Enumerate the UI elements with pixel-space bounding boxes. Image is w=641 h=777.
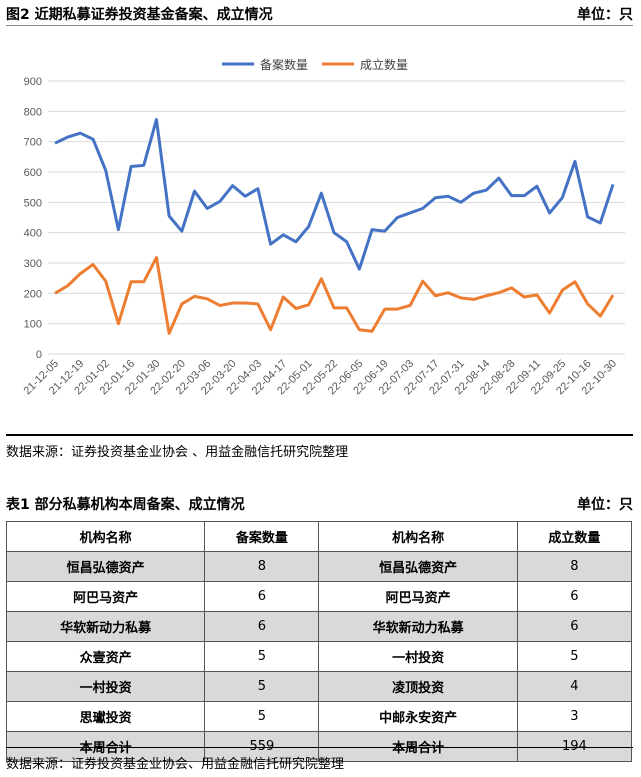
institution-name: 思瓛投资: [5, 701, 206, 732]
divider: [6, 25, 633, 26]
institution-name: 本周合计: [318, 731, 518, 762]
line-chart: 010020030040050060070080090021-12-0521-1…: [21, 57, 625, 397]
institution-name: 华软新动力私募: [318, 611, 518, 642]
col-header: 机构名称: [5, 521, 206, 552]
table-title: 表1 部分私募机构本周备案、成立情况: [6, 497, 245, 513]
legend-label: 成立数量: [360, 57, 408, 72]
y-tick-label: 0: [36, 349, 42, 361]
count-value: 559: [204, 731, 320, 762]
figure-header: 图2 近期私募证券投资基金备案、成立情况 单位：只: [6, 4, 633, 24]
series-line-1: [54, 256, 615, 335]
institution-name: 中邮永安资产: [318, 701, 518, 732]
divider: [6, 747, 633, 748]
y-tick-label: 900: [24, 76, 42, 88]
institution-name: 凌顶投资: [318, 671, 518, 702]
count-value: 5: [204, 701, 320, 732]
institution-name: 阿巴马资产: [5, 581, 206, 612]
col-header: 备案数量: [204, 521, 320, 552]
institution-name: 一村投资: [318, 641, 518, 672]
figure-title: 图2 近期私募证券投资基金备案、成立情况: [6, 7, 273, 23]
y-tick-label: 200: [24, 288, 42, 300]
legend-label: 备案数量: [260, 57, 308, 72]
table-source: 数据来源：证券投资基金业协会、用益金融信托研究院整理: [6, 757, 345, 772]
count-value: 5: [516, 641, 633, 672]
divider: [6, 434, 633, 436]
count-value: 6: [516, 581, 633, 612]
count-value: 5: [204, 671, 320, 702]
table-header: 表1 部分私募机构本周备案、成立情况 单位：只: [6, 494, 633, 514]
table-row: 阿巴马资产 6 阿巴马资产 6: [5, 581, 633, 612]
count-value: 3: [516, 701, 633, 732]
figure-source: 数据来源：证券投资基金业协会 、用益金融信托研究院整理: [6, 445, 349, 460]
institution-table: 机构名称 备案数量 机构名称 成立数量 恒昌弘德资产 8 恒昌弘德资产 8 阿巴马资产 6…: [5, 521, 633, 762]
y-tick-label: 600: [24, 167, 42, 179]
table-row: 本周合计 559 本周合计 194: [5, 731, 633, 762]
count-value: 194: [516, 731, 633, 762]
count-value: 8: [204, 551, 320, 582]
y-tick-label: 400: [24, 228, 42, 240]
institution-name: 本周合计: [5, 731, 206, 762]
figure-unit: 单位：只: [577, 7, 633, 23]
y-tick-label: 100: [24, 319, 42, 331]
table-unit: 单位：只: [577, 497, 633, 513]
y-tick-label: 300: [24, 258, 42, 270]
table-row: 华软新动力私募 6 华软新动力私募 6: [5, 611, 633, 642]
col-header: 成立数量: [516, 521, 633, 552]
y-tick-label: 500: [24, 197, 42, 209]
institution-name: 一村投资: [5, 671, 206, 702]
table-row: 一村投资 5 凌顶投资 4: [5, 671, 633, 702]
y-tick-label: 700: [24, 137, 42, 149]
count-value: 6: [516, 611, 633, 642]
count-value: 4: [516, 671, 633, 702]
institution-name: 恒昌弘德资产: [5, 551, 206, 582]
table-row: 恒昌弘德资产 8 恒昌弘德资产 8: [5, 551, 633, 582]
col-header: 机构名称: [318, 521, 518, 552]
institution-name: 华软新动力私募: [5, 611, 206, 642]
count-value: 6: [204, 581, 320, 612]
table-row: 思瓛投资 5 中邮永安资产 3: [5, 701, 633, 732]
institution-name: 恒昌弘德资产: [318, 551, 518, 582]
count-value: 6: [204, 611, 320, 642]
institution-name: 阿巴马资产: [318, 581, 518, 612]
table-row: 众壹资产 5 一村投资 5: [5, 641, 633, 672]
count-value: 8: [516, 551, 633, 582]
institution-name: 众壹资产: [5, 641, 206, 672]
count-value: 5: [204, 641, 320, 672]
y-tick-label: 800: [24, 106, 42, 118]
